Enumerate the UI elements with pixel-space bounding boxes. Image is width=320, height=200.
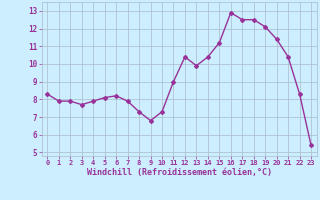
X-axis label: Windchill (Refroidissement éolien,°C): Windchill (Refroidissement éolien,°C) [87,168,272,177]
